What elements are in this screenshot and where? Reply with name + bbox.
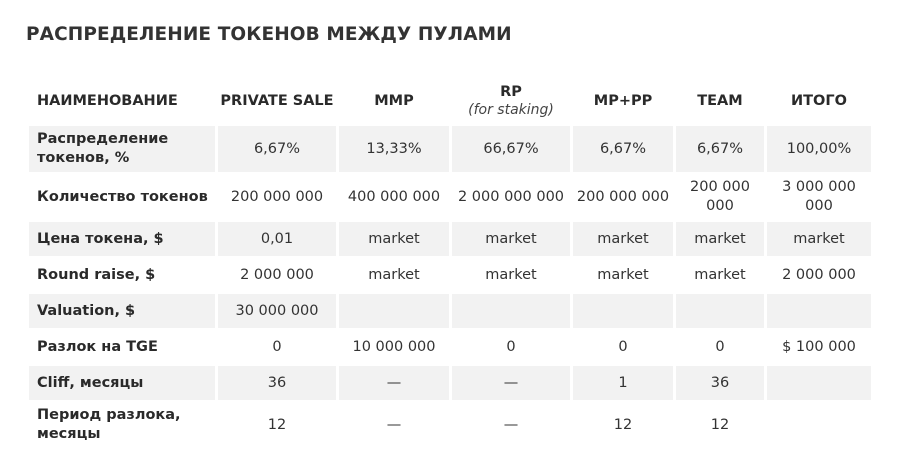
- column-header-private-sale: PRIVATE SALE: [220, 93, 334, 109]
- column-header-total: ИТОГО: [791, 93, 847, 109]
- cell-mp-pp: 12: [573, 402, 673, 448]
- cell-mp-pp: market: [573, 258, 673, 292]
- cell-mmp: 10 000 000: [339, 330, 449, 364]
- cell-rp: market: [452, 258, 570, 292]
- cell-total: 100,00%: [767, 126, 871, 172]
- header-row: НАИМЕНОВАНИЕ PRIVATE SALE MMP RP (for st…: [29, 78, 871, 124]
- cell-private-sale: 6,67%: [218, 126, 336, 172]
- cell-mp-pp: [573, 294, 673, 328]
- cell-mmp: market: [339, 258, 449, 292]
- row-label: Round raise, $: [29, 258, 215, 292]
- cell-rp: —: [452, 366, 570, 400]
- column-header-rp-sub: (for staking): [468, 102, 554, 118]
- cell-private-sale: 200 000 000: [218, 174, 336, 220]
- column-header-mmp: MMP: [374, 93, 414, 109]
- cell-total: market: [767, 222, 871, 256]
- cell-total: [767, 402, 871, 448]
- row-label: Разлок на TGE: [29, 330, 215, 364]
- cell-team: 36: [676, 366, 764, 400]
- cell-rp: 66,67%: [452, 126, 570, 172]
- cell-team: market: [676, 222, 764, 256]
- table-row: Round raise, $2 000 000 market market marke…: [29, 258, 871, 292]
- column-header-rp: RP (for staking): [452, 78, 570, 124]
- cell-mp-pp: 1: [573, 366, 673, 400]
- cell-total: [767, 294, 871, 328]
- cell-rp: 0: [452, 330, 570, 364]
- cell-mp-pp: 6,67%: [573, 126, 673, 172]
- cell-mmp: market: [339, 222, 449, 256]
- row-label: Период разлока, месяцы: [29, 402, 215, 448]
- cell-mmp: 13,33%: [339, 126, 449, 172]
- table-row: Разлок на TGE 0 10 000 000 0 0 0 $ 100 000: [29, 330, 871, 364]
- cell-rp: 2 000 000 000: [452, 174, 570, 220]
- cell-mp-pp: 0: [573, 330, 673, 364]
- cell-total: [767, 366, 871, 400]
- cell-rp: —: [452, 402, 570, 448]
- column-header-name: НАИМЕНОВАНИЕ: [37, 93, 178, 109]
- cell-mp-pp: market: [573, 222, 673, 256]
- cell-total: 2 000 000: [767, 258, 871, 292]
- cell-mmp: [339, 294, 449, 328]
- cell-mp-pp: 200 000 000: [573, 174, 673, 220]
- cell-team: 6,67%: [676, 126, 764, 172]
- cell-private-sale: 12: [218, 402, 336, 448]
- column-header-team: TEAM: [697, 93, 743, 109]
- table-row: Cliff, месяцы 36— —1 36: [29, 366, 871, 400]
- cell-rp: [452, 294, 570, 328]
- cell-team: [676, 294, 764, 328]
- cell-total: 3 000 000 000: [767, 174, 871, 220]
- row-label: Valuation, $: [29, 294, 215, 328]
- table-row: Распределение токенов, % 6,67% 13,33% 66,67…: [29, 126, 871, 172]
- cell-rp: market: [452, 222, 570, 256]
- cell-mmp: —: [339, 366, 449, 400]
- row-label: Распределение токенов, %: [29, 126, 215, 172]
- cell-team: 200 000 000: [676, 174, 764, 220]
- cell-private-sale: 2 000 000: [218, 258, 336, 292]
- row-label: Количество токенов: [29, 174, 215, 220]
- column-header-mp-pp: MP+PP: [593, 93, 653, 109]
- cell-team: 12: [676, 402, 764, 448]
- cell-total: $ 100 000: [767, 330, 871, 364]
- table-row: Valuation, $30 000 000: [29, 294, 871, 328]
- table-row: Количество токенов 200 000 000 400 000 000…: [29, 174, 871, 220]
- cell-mmp: —: [339, 402, 449, 448]
- cell-private-sale: 0: [218, 330, 336, 364]
- table-row: Период разлока, месяцы 12— —12 12: [29, 402, 871, 448]
- table-row: Цена токена, $0,01 market market market mark…: [29, 222, 871, 256]
- row-label: Цена токена, $: [29, 222, 215, 256]
- cell-mmp: 400 000 000: [339, 174, 449, 220]
- cell-private-sale: 30 000 000: [218, 294, 336, 328]
- cell-private-sale: 36: [218, 366, 336, 400]
- cell-team: market: [676, 258, 764, 292]
- cell-private-sale: 0,01: [218, 222, 336, 256]
- token-distribution-table: НАИМЕНОВАНИЕ PRIVATE SALE MMP RP (for st…: [26, 76, 874, 450]
- row-label: Cliff, месяцы: [29, 366, 215, 400]
- cell-team: 0: [676, 330, 764, 364]
- page-title: РАСПРЕДЕЛЕНИЕ ТОКЕНОВ МЕЖДУ ПУЛАМИ: [26, 24, 512, 45]
